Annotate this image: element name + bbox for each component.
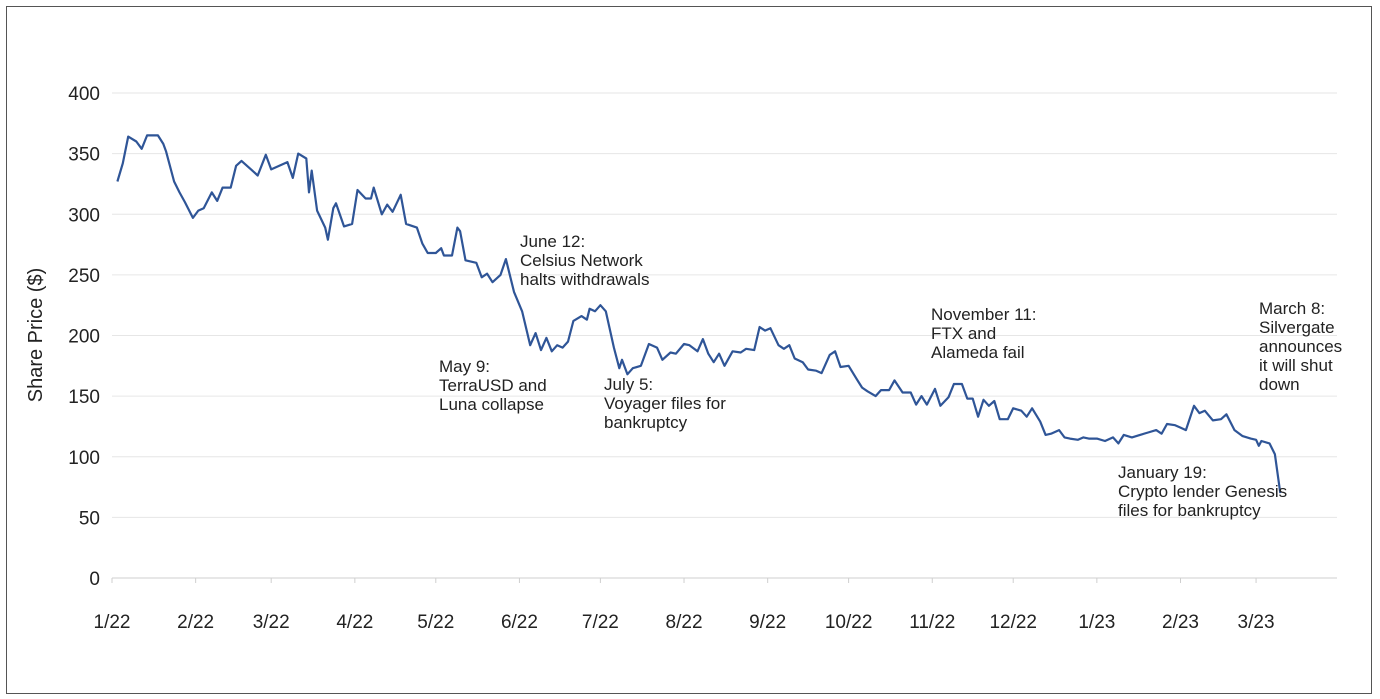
x-tick-label: 9/22 bbox=[749, 612, 786, 633]
y-tick-label: 300 bbox=[68, 205, 100, 226]
y-tick-label: 250 bbox=[68, 266, 100, 287]
annotation-line: Silvergate bbox=[1259, 318, 1335, 337]
y-tick-label: 200 bbox=[68, 327, 100, 348]
annotation-line: it will shut bbox=[1259, 356, 1333, 375]
annotation-line: January 19: bbox=[1118, 463, 1207, 482]
x-tick-labels: 1/22 2/22 3/22 4/22 5/22 6/22 7/22 8/22 9/22 10/2… bbox=[94, 578, 1275, 633]
annotation-line: June 12: bbox=[520, 232, 585, 251]
x-tick-label: 6/22 bbox=[501, 612, 538, 633]
y-tick-label: 50 bbox=[79, 508, 100, 529]
y-tick-label: 0 bbox=[89, 569, 100, 590]
x-tick-label: 10/22 bbox=[825, 612, 873, 633]
annotation-line: July 5: bbox=[604, 375, 653, 394]
annotation-line: halts withdrawals bbox=[520, 270, 649, 289]
annotation-line: announces bbox=[1259, 337, 1342, 356]
gridlines bbox=[112, 92, 1337, 579]
y-tick-label: 400 bbox=[68, 84, 100, 105]
y-tick-label: 350 bbox=[68, 145, 100, 166]
y-tick-labels: 0 50 100 150 200 250 300 350 400 bbox=[68, 84, 100, 590]
x-tick-label: 7/22 bbox=[582, 612, 619, 633]
x-tick-label: 11/22 bbox=[909, 612, 955, 633]
annotation-line: November 11: bbox=[931, 305, 1037, 324]
x-tick-label: 4/22 bbox=[336, 612, 373, 633]
annotation-line: files for bankruptcy bbox=[1118, 501, 1261, 520]
y-tick-label: 150 bbox=[68, 387, 100, 408]
x-tick-label: 5/22 bbox=[417, 612, 454, 633]
annotation-line: March 8: bbox=[1259, 299, 1325, 318]
x-tick-label: 3/23 bbox=[1238, 612, 1275, 633]
x-tick-label: 1/22 bbox=[94, 612, 131, 633]
chart-frame bbox=[6, 6, 1372, 694]
x-tick-label: 8/22 bbox=[666, 612, 703, 633]
x-tick-label: 1/23 bbox=[1078, 612, 1115, 633]
x-tick-label: 2/23 bbox=[1162, 612, 1199, 633]
annotation-line: Luna collapse bbox=[439, 395, 544, 414]
annotation-line: Alameda fail bbox=[931, 343, 1025, 362]
annotation-line: Voyager files for bbox=[604, 394, 726, 413]
y-axis-label: Share Price ($) bbox=[25, 268, 47, 403]
y-tick-label: 100 bbox=[68, 448, 100, 469]
share-price-line bbox=[116, 134, 1282, 494]
annotation-line: Crypto lender Genesis bbox=[1118, 482, 1287, 501]
annotation-line: Celsius Network bbox=[520, 251, 643, 270]
annotation-line: down bbox=[1259, 375, 1300, 394]
x-tick-label: 2/22 bbox=[177, 612, 214, 633]
annotation-line: May 9: bbox=[439, 357, 490, 376]
annotation-line: TerraUSD and bbox=[439, 376, 547, 395]
x-tick-label: 12/22 bbox=[989, 612, 1037, 633]
annotation-line: bankruptcy bbox=[604, 413, 688, 432]
annotation-line: FTX and bbox=[931, 324, 996, 343]
x-tick-label: 3/22 bbox=[253, 612, 290, 633]
